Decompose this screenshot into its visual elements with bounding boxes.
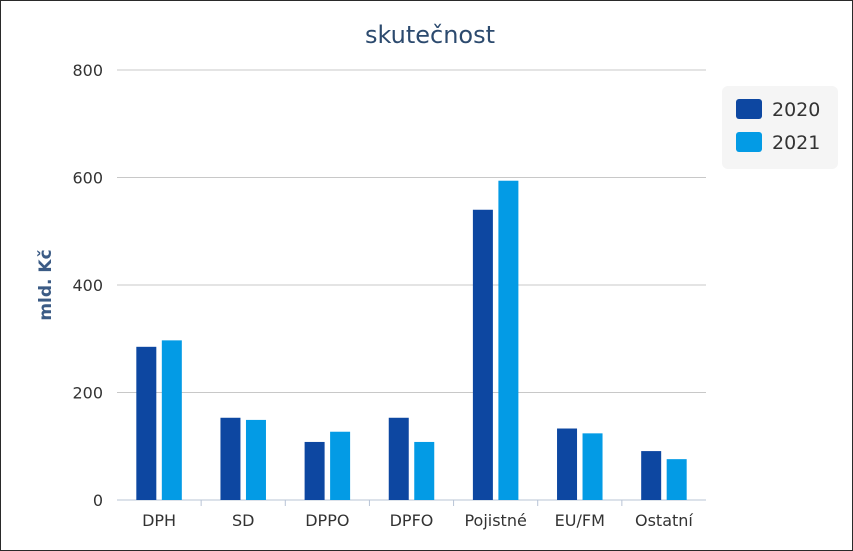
legend-label-2020[interactable]: 2020 <box>772 99 820 121</box>
bar-2020-Ostatní[interactable] <box>641 451 662 500</box>
y-tick-label: 600 <box>72 169 103 188</box>
x-tick-label: EU/FM <box>555 511 605 530</box>
legend-swatch-2020[interactable] <box>736 99 762 119</box>
bar-2020-SD[interactable] <box>220 417 241 500</box>
bar-2021-Pojistné[interactable] <box>498 180 519 500</box>
y-tick-label: 0 <box>93 491 103 510</box>
y-tick-label: 400 <box>72 276 103 295</box>
x-tick-label: DPPO <box>305 511 349 530</box>
bar-2021-EU/FM[interactable] <box>582 433 603 500</box>
chart-title: skutečnost <box>365 21 495 49</box>
bar-2020-DPPO[interactable] <box>304 441 325 500</box>
bar-2020-DPFO[interactable] <box>388 417 409 500</box>
x-tick-label: SD <box>232 511 254 530</box>
x-tick-label: Pojistné <box>464 511 526 530</box>
bar-2020-EU/FM[interactable] <box>557 428 578 500</box>
bar-2021-Ostatní[interactable] <box>666 459 687 500</box>
bar-2021-SD[interactable] <box>245 419 266 500</box>
bar-2021-DPPO[interactable] <box>330 431 351 500</box>
bar-2021-DPFO[interactable] <box>414 441 435 500</box>
x-tick-label: DPH <box>142 511 176 530</box>
y-axis-label: mld. Kč <box>36 249 56 320</box>
legend: 2020 2021 <box>722 86 838 169</box>
y-tick-label: 800 <box>72 61 103 80</box>
legend-label-2021[interactable]: 2021 <box>772 132 820 154</box>
y-tick-label: 200 <box>72 384 103 403</box>
bar-2020-DPH[interactable] <box>136 346 157 500</box>
bar-2021-DPH[interactable] <box>161 340 182 500</box>
x-tick-label: Ostatní <box>635 511 693 530</box>
legend-swatch-2021[interactable] <box>736 132 762 152</box>
bar-2020-Pojistné[interactable] <box>472 209 493 500</box>
x-tick-label: DPFO <box>390 511 434 530</box>
